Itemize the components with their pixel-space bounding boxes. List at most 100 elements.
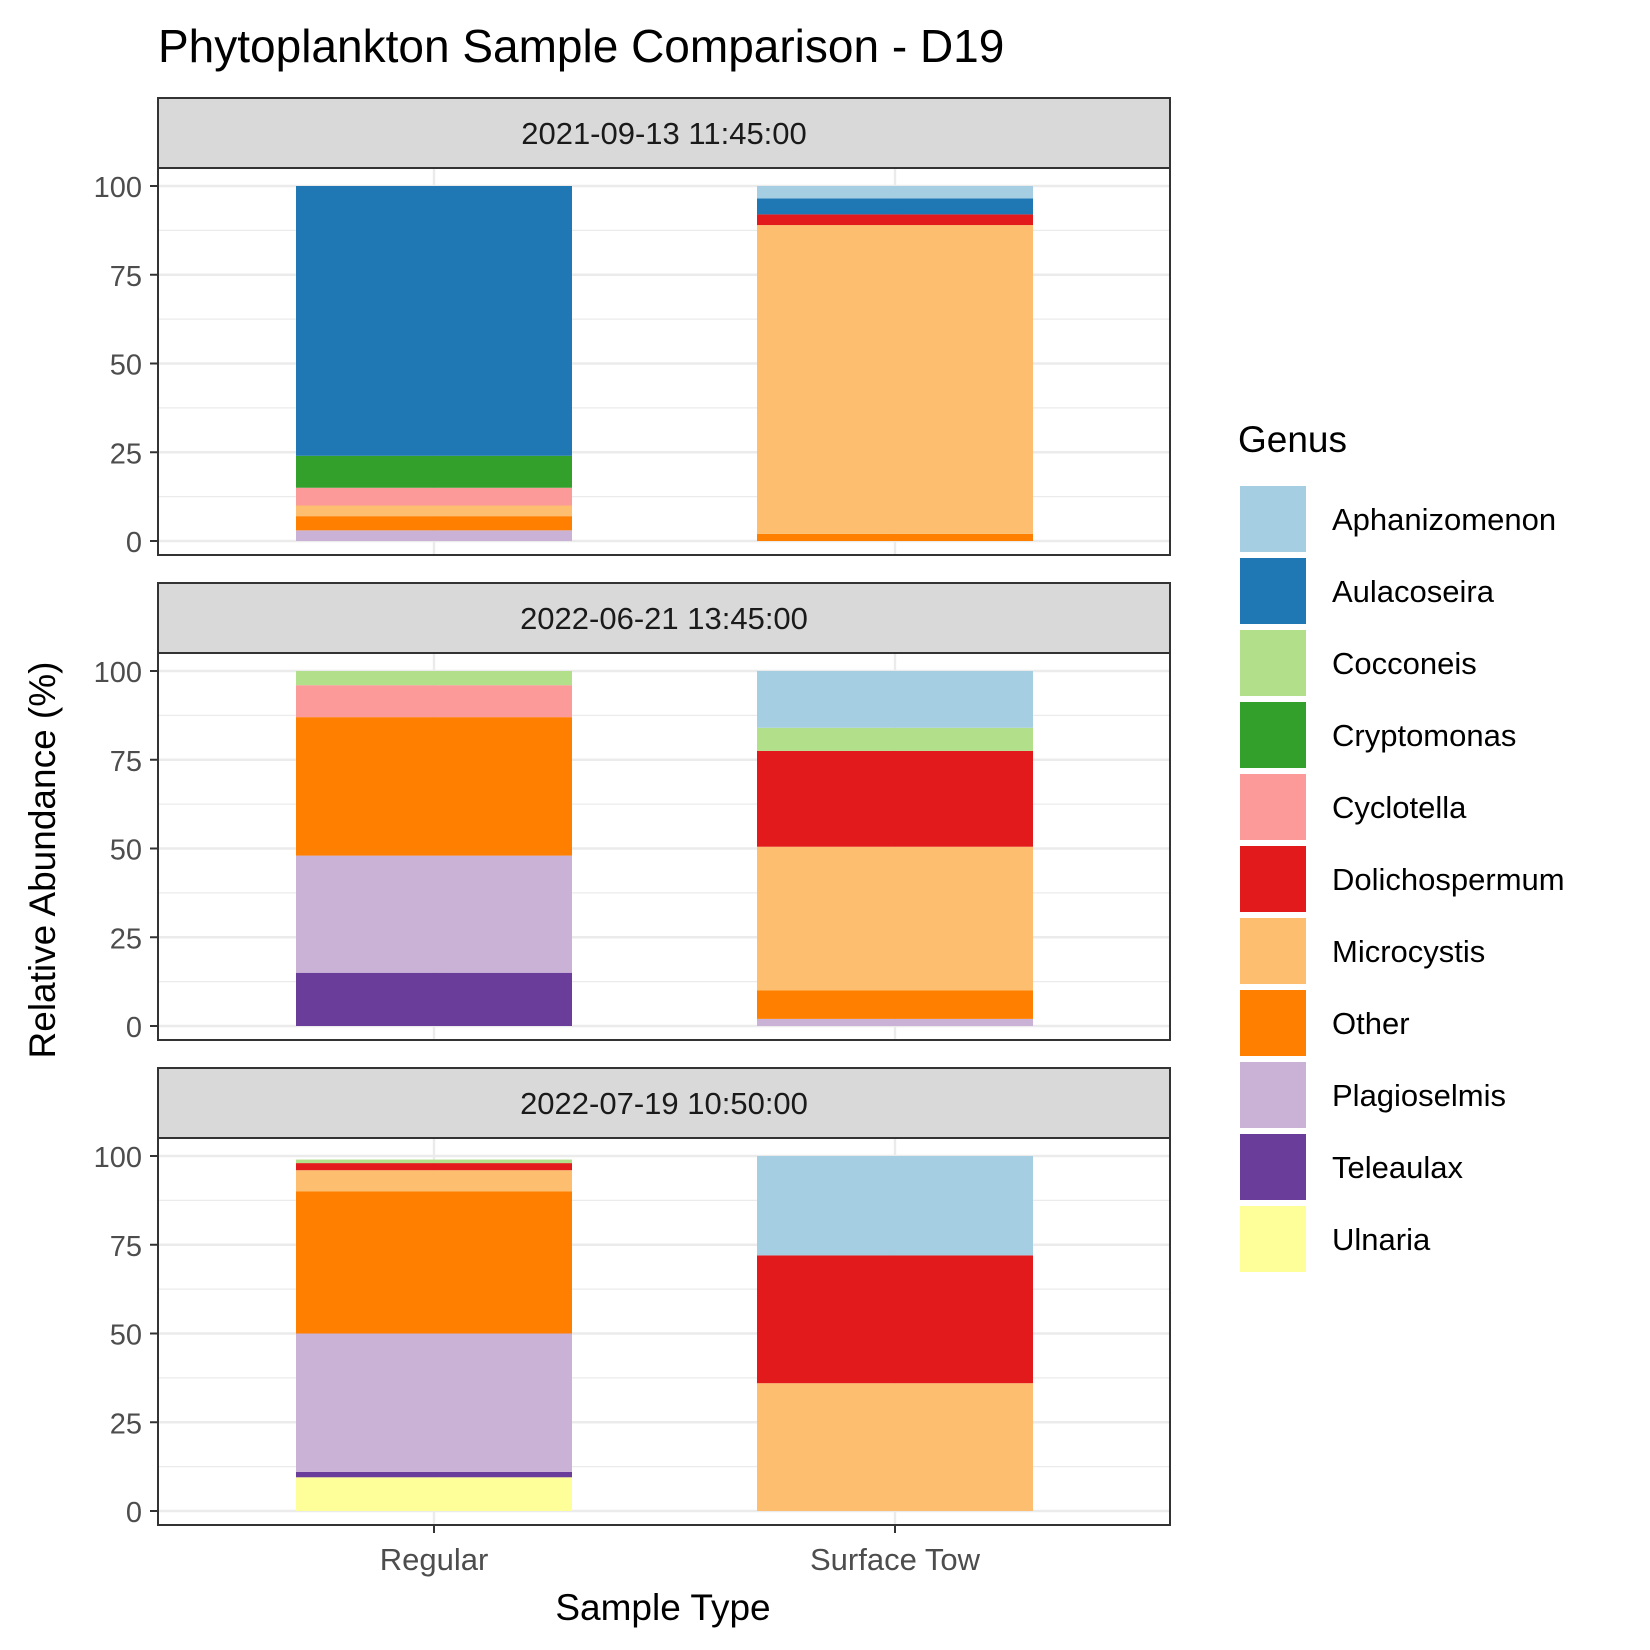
legend-swatch bbox=[1240, 1062, 1306, 1128]
legend-item-microcystis: Microcystis bbox=[1240, 918, 1485, 984]
legend-label: Other bbox=[1332, 1006, 1410, 1041]
y-tick-label: 100 bbox=[94, 1142, 142, 1174]
legend-item-aulacoseira: Aulacoseira bbox=[1240, 558, 1495, 624]
legend-swatch bbox=[1240, 630, 1306, 696]
y-tick-label: 25 bbox=[110, 1408, 142, 1440]
legend-label: Cyclotella bbox=[1332, 790, 1467, 825]
bar-segment-microcystis bbox=[757, 1383, 1033, 1511]
legend-item-cryptomonas: Cryptomonas bbox=[1240, 702, 1516, 768]
y-tick-label: 0 bbox=[126, 1497, 142, 1529]
bar-segment-other bbox=[296, 1191, 572, 1334]
y-tick-label: 50 bbox=[110, 1320, 142, 1352]
legend-swatch bbox=[1240, 774, 1306, 840]
panel-border bbox=[157, 167, 1171, 556]
y-tick-label: 75 bbox=[110, 261, 142, 293]
bar-segment-microcystis bbox=[757, 225, 1033, 534]
y-tick-label: 0 bbox=[126, 1012, 142, 1044]
y-tick-label: 50 bbox=[110, 835, 142, 867]
bar-segment-cocconeis bbox=[296, 1159, 572, 1164]
y-tick-label: 100 bbox=[94, 172, 142, 204]
x-tick-label: Regular bbox=[380, 1542, 489, 1577]
x-tick-label: Surface Tow bbox=[810, 1542, 981, 1577]
legend-swatch bbox=[1240, 1134, 1306, 1200]
bar-segment-aphanizomenon bbox=[757, 1156, 1033, 1256]
bar-segment-plagioselmis bbox=[296, 530, 572, 541]
bar-segment-microcystis bbox=[296, 1170, 572, 1192]
facet-strip-label: 2022-06-21 13:45:00 bbox=[520, 601, 808, 636]
legend-label: Aphanizomenon bbox=[1332, 502, 1556, 537]
y-axis-label: Relative Abundance (%) bbox=[22, 662, 63, 1059]
bar-segment-cyclotella bbox=[296, 487, 572, 506]
y-tick-label: 100 bbox=[94, 657, 142, 689]
panel-border bbox=[157, 652, 1171, 1041]
bar-segment-other bbox=[296, 717, 572, 856]
legend-label: Cocconeis bbox=[1332, 646, 1477, 681]
legend-label: Ulnaria bbox=[1332, 1222, 1431, 1257]
legend-swatch bbox=[1240, 702, 1306, 768]
facet-panels: 2021-09-13 11:45:0002550751002022-06-21 … bbox=[94, 97, 1171, 1577]
bar-segment-ulnaria bbox=[296, 1477, 572, 1511]
bar-segment-dolichospermum bbox=[757, 1255, 1033, 1384]
legend-swatch bbox=[1240, 558, 1306, 624]
bar-segment-plagioselmis bbox=[296, 855, 572, 973]
facet-panel: 2021-09-13 11:45:00 0 25 50 75 100 bbox=[94, 97, 1171, 559]
legend-label: Dolichospermum bbox=[1332, 862, 1565, 897]
bar-segment-plagioselmis bbox=[296, 1333, 572, 1472]
bar-segment-microcystis bbox=[296, 505, 572, 517]
legend-item-cocconeis: Cocconeis bbox=[1240, 630, 1477, 696]
bar-segment-teleaulax bbox=[296, 972, 572, 1026]
y-tick-label: 50 bbox=[110, 350, 142, 382]
bar-segment-teleaulax bbox=[296, 1471, 572, 1478]
bar-segment-aphanizomenon bbox=[757, 671, 1033, 728]
panel-border bbox=[157, 1137, 1171, 1526]
legend-swatch bbox=[1240, 1206, 1306, 1272]
legend: Genus Aphanizomenon Aulacoseira Cocconeis C… bbox=[1238, 419, 1565, 1272]
y-tick-label: 25 bbox=[110, 923, 142, 955]
bar-segment-aphanizomenon bbox=[757, 186, 1033, 199]
bar-segment-cryptomonas bbox=[296, 455, 572, 488]
legend-label: Plagioselmis bbox=[1332, 1078, 1506, 1113]
legend-swatch bbox=[1240, 990, 1306, 1056]
facet-panel: 2022-07-19 10:50:00 0 25 50 75 100 Regular Surf… bbox=[94, 1067, 1171, 1577]
y-tick-label: 75 bbox=[110, 1231, 142, 1263]
legend-label: Microcystis bbox=[1332, 934, 1485, 969]
legend-item-dolichospermum: Dolichospermum bbox=[1240, 846, 1565, 912]
facet-strip bbox=[157, 97, 1171, 169]
bar-segment-cocconeis bbox=[757, 727, 1033, 751]
legend-label: Teleaulax bbox=[1332, 1150, 1463, 1185]
bar-segment-aulacoseira bbox=[757, 198, 1033, 215]
bar-segment-plagioselmis bbox=[757, 1018, 1033, 1026]
y-tick-label: 75 bbox=[110, 746, 142, 778]
bar-segment-dolichospermum bbox=[757, 214, 1033, 226]
legend-swatch bbox=[1240, 486, 1306, 552]
legend-item-ulnaria: Ulnaria bbox=[1240, 1206, 1431, 1272]
bar-segment-microcystis bbox=[757, 846, 1033, 991]
y-tick-label: 0 bbox=[126, 527, 142, 559]
bar-segment-other bbox=[757, 990, 1033, 1019]
bar-segment-aulacoseira bbox=[296, 186, 572, 456]
legend-item-other: Other bbox=[1240, 990, 1410, 1056]
facet-strip-label: 2021-09-13 11:45:00 bbox=[521, 116, 807, 151]
facet-panel: 2022-06-21 13:45:00 0 25 50 75 100 bbox=[94, 582, 1171, 1044]
legend-item-teleaulax: Teleaulax bbox=[1240, 1134, 1463, 1200]
bar-segment-dolichospermum bbox=[757, 750, 1033, 847]
legend-item-plagioselmis: Plagioselmis bbox=[1240, 1062, 1506, 1128]
legend-label: Aulacoseira bbox=[1332, 574, 1495, 609]
bar-segment-other bbox=[757, 533, 1033, 541]
legend-item-aphanizomenon: Aphanizomenon bbox=[1240, 486, 1556, 552]
y-tick-label: 25 bbox=[110, 438, 142, 470]
bar-segment-cyclotella bbox=[296, 685, 572, 718]
x-axis-label: Sample Type bbox=[555, 1587, 770, 1628]
facet-strip-label: 2022-07-19 10:50:00 bbox=[520, 1086, 808, 1121]
legend-swatch bbox=[1240, 918, 1306, 984]
legend-title: Genus bbox=[1238, 419, 1347, 460]
bar-segment-dolichospermum bbox=[296, 1163, 572, 1171]
legend-item-cyclotella: Cyclotella bbox=[1240, 774, 1467, 840]
legend-label: Cryptomonas bbox=[1332, 718, 1516, 753]
bar-segment-cocconeis bbox=[296, 671, 572, 686]
bar-segment-other bbox=[296, 516, 572, 531]
facet-strip bbox=[157, 1067, 1171, 1139]
legend-swatch bbox=[1240, 846, 1306, 912]
chart-title: Phytoplankton Sample Comparison - D19 bbox=[158, 20, 1004, 72]
